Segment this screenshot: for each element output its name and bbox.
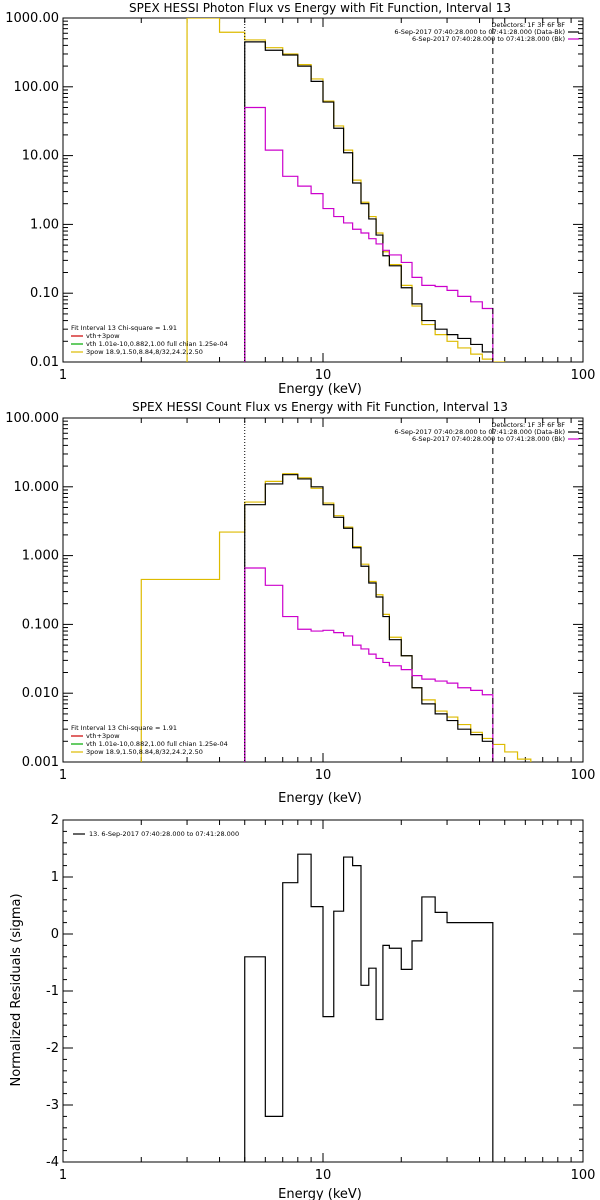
y-tick-label: 1000.00: [5, 11, 59, 26]
series-step-line: [244, 41, 494, 362]
legend-entry: 6-Sep-2017 07:40:28.000 to 07:41:28.000 …: [394, 28, 565, 36]
fit-legend-entry: Fit Interval 13 Chi-square = 1.91: [71, 324, 177, 332]
residuals-ylabel: Normalized Residuals (sigma): [9, 893, 24, 1086]
y-tick-label: -2: [46, 1041, 59, 1056]
x-tick-label: 100: [571, 1168, 596, 1183]
fit-legend-entry: Fit Interval 13 Chi-square = 1.91: [71, 724, 177, 732]
photon-flux-panel: SPEX HESSI Photon Flux vs Energy with Fi…: [5, 1, 595, 397]
fit-legend-entry: vth 1.01e-10,0.882,1.00 full chian 1.25e…: [86, 740, 228, 748]
photon-flux-xlabel: Energy (keV): [278, 382, 362, 397]
count-flux-plot: 1 10 100 0.001 0.010 0.100 1.000 10.000 100.000 D…: [5, 411, 595, 783]
y-tick-label: 0.010: [22, 686, 59, 701]
y-tick-label: 10.000: [14, 480, 60, 495]
y-tick-label: 1: [51, 870, 59, 885]
y-tick-label: -3: [46, 1098, 59, 1113]
y-tick-label: 1.00: [30, 217, 59, 232]
legend-entry: Detectors: 1F 3F 6F 8F: [491, 21, 565, 29]
y-tick-label: 10.00: [22, 149, 59, 164]
y-tick-label: 100.00: [14, 80, 60, 95]
x-tick-label: 1: [59, 1168, 67, 1183]
y-tick-label: 0.100: [22, 617, 59, 632]
x-tick-label: 10: [315, 1168, 332, 1183]
y-tick-label: 0: [51, 927, 59, 942]
legend-entry: Detectors: 1F 3F 6F 8F: [491, 421, 565, 429]
series-step-line: [244, 106, 494, 362]
legend-entry: 6-Sep-2017 07:40:28.000 to 07:41:28.000 …: [394, 428, 565, 436]
x-tick-label: 1: [59, 768, 67, 783]
x-tick-label: 10: [315, 768, 332, 783]
x-tick-label: 10: [315, 368, 332, 383]
x-tick-label: 1: [59, 368, 67, 383]
legend-entry: 6-Sep-2017 07:40:28.000 to 07:41:28.000 …: [412, 435, 565, 443]
x-tick-label: 100: [571, 368, 596, 383]
fit-legend-entry: 3pow 18.9,1.50,8.84,8/32,24.2,2.50: [86, 748, 203, 756]
residuals-panel: Energy (keV) Normalized Residuals (sigma…: [9, 813, 595, 1200]
fit-legend-entry: vth+3pow: [86, 332, 120, 340]
photon-flux-plot: 1 10 100 0.01 0.10 1.00 10.00 100.00 1000.00 Dete…: [5, 11, 595, 383]
y-tick-label: 1.000: [22, 549, 59, 564]
residual-legend-entry: 13. 6-Sep-2017 07:40:28.000 to 07:41:28.…: [89, 830, 239, 838]
legend-entry: 6-Sep-2017 07:40:28.000 to 07:41:28.000 …: [412, 35, 565, 43]
series-step-line: [244, 474, 494, 762]
fit-legend-entry: vth 1.01e-10,0.882,1.00 full chian 1.25e…: [86, 340, 228, 348]
x-tick-label: 100: [571, 768, 596, 783]
count-flux-xlabel: Energy (keV): [278, 791, 362, 806]
residuals-plot: 1 10 100 -4 -3 -2 -1 0 1 2 13. 6-Sep-2017 07:40:28…: [46, 813, 595, 1183]
y-tick-label: 0.001: [22, 755, 59, 770]
fit-legend-entry: 3pow 18.9,1.50,8.84,8/32,24.2,2.50: [86, 348, 203, 356]
y-tick-label: 0.10: [30, 286, 59, 301]
y-tick-label: 100.000: [5, 411, 59, 426]
photon-flux-title: SPEX HESSI Photon Flux vs Energy with Fi…: [129, 1, 511, 15]
count-flux-panel: SPEX HESSI Count Flux vs Energy with Fit…: [5, 400, 595, 806]
y-tick-label: -1: [46, 984, 59, 999]
y-tick-label: -4: [46, 1155, 59, 1170]
fit-legend-entry: vth+3pow: [86, 732, 120, 740]
y-tick-label: 2: [51, 813, 59, 828]
count-flux-title: SPEX HESSI Count Flux vs Energy with Fit…: [132, 400, 508, 414]
series-step-line: [244, 853, 494, 1162]
series-step-line: [244, 567, 494, 762]
residuals-xlabel: Energy (keV): [278, 1187, 362, 1200]
y-tick-label: 0.01: [30, 355, 59, 370]
